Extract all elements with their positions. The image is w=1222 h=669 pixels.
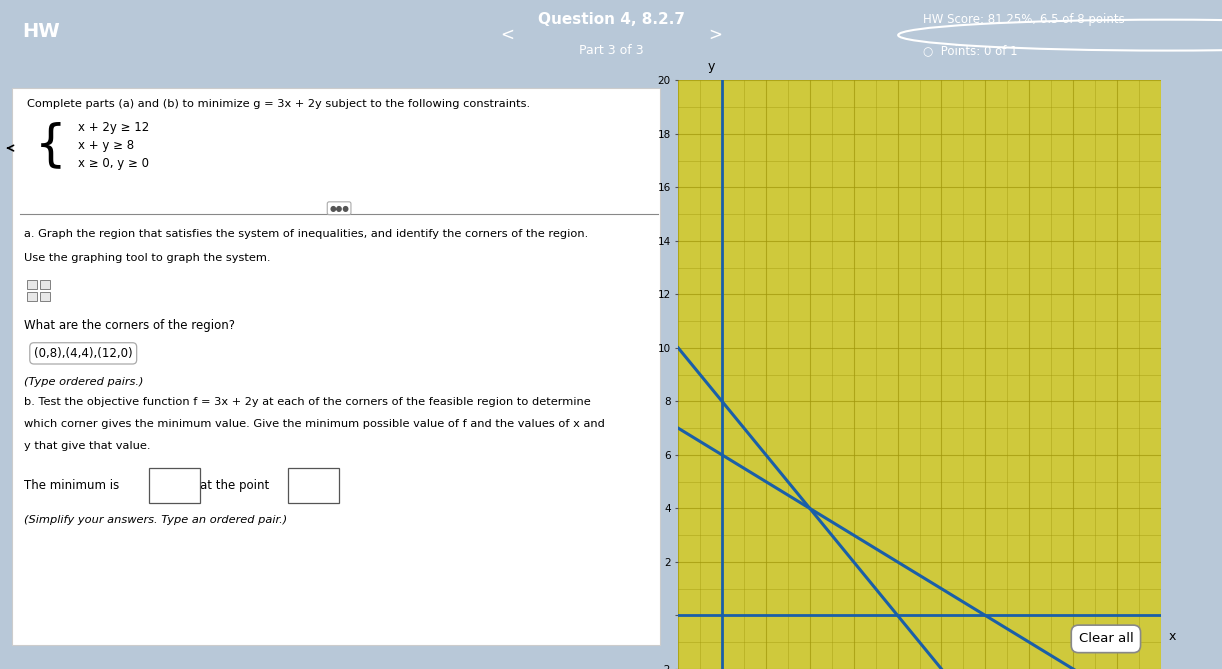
FancyBboxPatch shape bbox=[288, 468, 340, 502]
Text: >: > bbox=[708, 26, 722, 44]
Text: b. Test the objective function f = 3x + 2y at each of the corners of the feasibl: b. Test the objective function f = 3x + … bbox=[23, 397, 590, 407]
Text: Complete parts (a) and (b) to minimize g = 3x + 2y subject to the following cons: Complete parts (a) and (b) to minimize g… bbox=[27, 99, 530, 109]
Text: Use the graphing tool to graph the system.: Use the graphing tool to graph the syste… bbox=[23, 253, 270, 263]
Text: at the point: at the point bbox=[200, 478, 269, 492]
Text: HW: HW bbox=[22, 22, 60, 41]
Text: The minimum is: The minimum is bbox=[23, 478, 119, 492]
Text: Part 3 of 3: Part 3 of 3 bbox=[579, 44, 643, 57]
Text: ●●●: ●●● bbox=[329, 204, 349, 213]
Text: (Type ordered pairs.): (Type ordered pairs.) bbox=[23, 377, 143, 387]
Text: a. Graph the region that satisfies the system of inequalities, and identify the : a. Graph the region that satisfies the s… bbox=[23, 229, 588, 239]
Text: y that give that value.: y that give that value. bbox=[23, 441, 150, 451]
Text: x + 2y ≥ 12: x + 2y ≥ 12 bbox=[78, 120, 149, 134]
Text: ○  Points: 0 of 1: ○ Points: 0 of 1 bbox=[923, 44, 1017, 57]
Text: What are the corners of the region?: What are the corners of the region? bbox=[23, 318, 235, 332]
Bar bbox=[27, 292, 38, 301]
Text: HW Score: 81.25%, 6.5 of 8 points: HW Score: 81.25%, 6.5 of 8 points bbox=[923, 13, 1124, 26]
Text: .: . bbox=[335, 478, 338, 492]
Text: Clear all: Clear all bbox=[1079, 632, 1133, 646]
Text: (0,8),(4,4),(12,0): (0,8),(4,4),(12,0) bbox=[34, 347, 132, 360]
Text: {: { bbox=[35, 121, 67, 169]
FancyBboxPatch shape bbox=[149, 468, 200, 502]
Text: x + y ≥ 8: x + y ≥ 8 bbox=[78, 138, 134, 152]
Bar bbox=[40, 280, 50, 290]
Bar bbox=[27, 280, 38, 290]
Text: <: < bbox=[500, 26, 514, 44]
Text: x ≥ 0, y ≥ 0: x ≥ 0, y ≥ 0 bbox=[78, 157, 149, 169]
Text: which corner gives the minimum value. Give the minimum possible value of f and t: which corner gives the minimum value. Gi… bbox=[23, 419, 605, 429]
Text: (Simplify your answers. Type an ordered pair.): (Simplify your answers. Type an ordered … bbox=[23, 514, 287, 524]
Text: x: x bbox=[1168, 630, 1176, 644]
FancyBboxPatch shape bbox=[12, 88, 660, 645]
Bar bbox=[40, 292, 50, 301]
Text: y: y bbox=[708, 60, 715, 74]
Text: Question 4, 8.2.7: Question 4, 8.2.7 bbox=[538, 12, 684, 27]
